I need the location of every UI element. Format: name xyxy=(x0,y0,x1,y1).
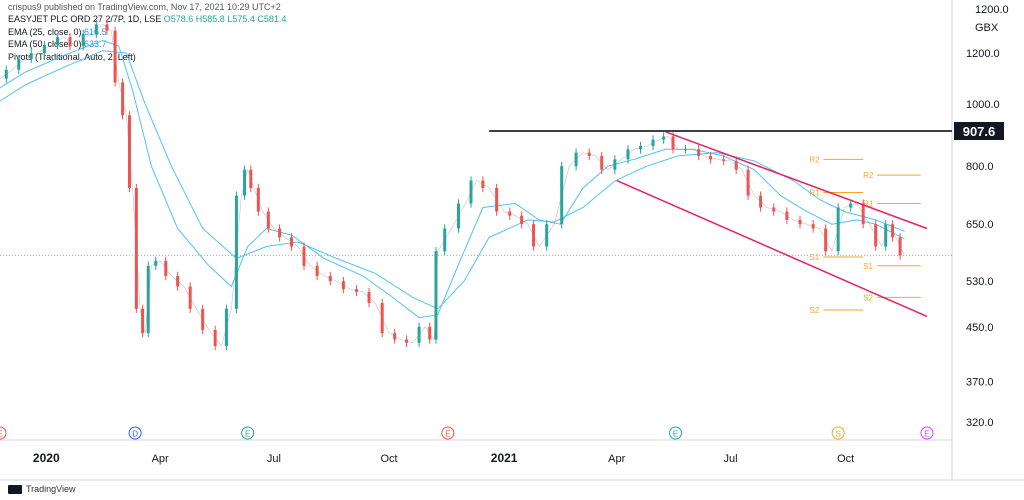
x-tick-label: Jul xyxy=(267,453,281,465)
legend-symbol: EASYJET PLC ORD 27 2/7P, 1D, LSE O578.6 … xyxy=(8,14,286,24)
channel-line xyxy=(665,131,928,230)
x-tick-label: Apr xyxy=(608,453,625,465)
x-tick-label: Apr xyxy=(152,453,169,465)
event-marker[interactable] xyxy=(669,426,683,440)
ema-line xyxy=(0,39,905,319)
pivot-label: S1 xyxy=(863,262,873,271)
pivot-label: S1 xyxy=(809,253,819,262)
resistance-label: 907.6 xyxy=(963,124,996,139)
y-tick-label: 1000.0 xyxy=(966,99,1000,111)
tradingview-footer[interactable]: TradingView xyxy=(8,484,76,494)
y-tick-label: 800.0 xyxy=(966,161,994,173)
ema50-value: 633.7 xyxy=(84,39,107,49)
x-tick-label: 2021 xyxy=(491,451,518,465)
event-marker-label: E xyxy=(245,430,250,439)
pivot-label: R2 xyxy=(863,171,874,180)
price-line xyxy=(0,23,905,347)
pivot-label: R2 xyxy=(809,155,820,164)
event-marker[interactable] xyxy=(128,426,142,440)
channel-line xyxy=(616,179,928,318)
legend-pivots[interactable]: Pivots (Traditional, Auto, 2, Left) xyxy=(8,52,136,62)
x-tick-label: Jul xyxy=(724,453,738,465)
event-marker-label: S xyxy=(835,430,840,439)
event-marker[interactable] xyxy=(831,426,845,440)
pivot-label: R1 xyxy=(809,189,820,198)
event-marker[interactable] xyxy=(0,426,7,440)
event-marker-label: E xyxy=(0,430,3,439)
y-tick-label: 370.0 xyxy=(966,376,994,388)
event-marker[interactable] xyxy=(441,426,455,440)
x-tick-label: 2020 xyxy=(33,451,60,465)
ohlc-values: O578.6 H585.8 L575.4 C581.4 xyxy=(163,14,287,24)
axis-top-partial: 1200.0 xyxy=(975,4,1009,14)
ema-line xyxy=(0,50,905,310)
x-tick-label: Oct xyxy=(837,453,854,465)
event-marker-label: E xyxy=(673,430,678,439)
event-marker-label: D xyxy=(132,430,138,439)
event-marker[interactable] xyxy=(241,426,255,440)
y-tick-label: 1200.0 xyxy=(966,48,1000,60)
ema25-label: EMA (25, close, 0) xyxy=(8,27,82,37)
pivots-label: Pivots (Traditional, Auto, 2, Left) xyxy=(8,52,136,62)
currency-label: GBX xyxy=(975,22,999,34)
y-tick-label: 450.0 xyxy=(966,322,994,334)
symbol-label: EASYJET PLC ORD 27 2/7P, 1D, LSE xyxy=(8,14,162,24)
event-marker[interactable] xyxy=(920,426,934,440)
resistance-badge xyxy=(954,121,1004,140)
pivot-label: R1 xyxy=(863,199,874,208)
y-tick-label: 320.0 xyxy=(966,417,994,429)
candle-body xyxy=(684,149,688,151)
y-tick-label: 530.0 xyxy=(966,276,994,288)
tradingview-logo-icon xyxy=(8,484,22,494)
pivot-label: S2 xyxy=(863,293,873,302)
x-tick-label: Oct xyxy=(380,453,397,465)
y-tick-label: 650.0 xyxy=(966,219,994,231)
published-caption: crispus9 published on TradingView.com, N… xyxy=(8,2,281,12)
event-marker-label: E xyxy=(445,430,450,439)
pivot-label: S2 xyxy=(809,306,819,315)
tradingview-brand: TradingView xyxy=(26,484,76,494)
event-marker-label: E xyxy=(924,430,929,439)
